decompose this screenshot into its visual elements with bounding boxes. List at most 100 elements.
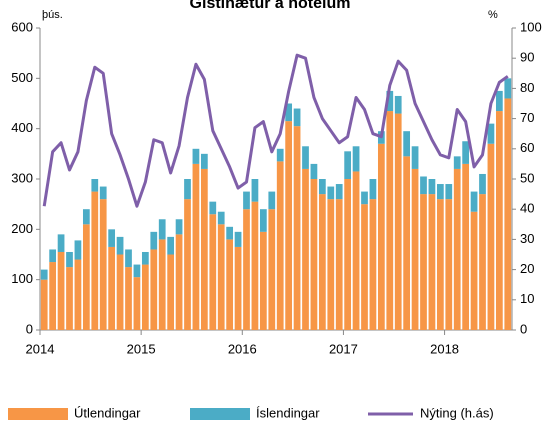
bar-segment xyxy=(217,224,225,330)
bar-segment xyxy=(495,90,503,112)
y2-tick-label: 40 xyxy=(520,201,534,216)
bar-segment xyxy=(479,194,486,330)
bar-segment xyxy=(344,179,352,330)
bar-segment xyxy=(285,121,293,330)
bar-segment xyxy=(91,191,99,330)
bar-segment xyxy=(436,184,444,200)
bar-segment xyxy=(91,179,99,192)
bar-segment xyxy=(141,264,149,330)
bar-segment xyxy=(192,148,200,164)
bar-segment xyxy=(226,239,234,330)
x-tick-label: 2016 xyxy=(228,341,257,356)
bar-segment xyxy=(259,231,267,330)
bar-segment xyxy=(453,156,461,169)
bar-segment xyxy=(82,224,90,330)
bar-segment xyxy=(293,108,301,127)
bar-segment xyxy=(411,168,419,330)
bar-segment xyxy=(487,143,495,330)
bar-segment xyxy=(184,199,191,330)
y2-tick-label: 80 xyxy=(520,80,534,95)
y2-tick-label: 10 xyxy=(520,291,534,306)
x-tick-label: 2014 xyxy=(26,341,55,356)
bar-segment xyxy=(470,191,478,212)
y-tick-label: 500 xyxy=(11,70,33,85)
bar-segment xyxy=(335,184,343,200)
bar-segment xyxy=(82,209,90,225)
bar-segment xyxy=(175,234,183,330)
bar-segment xyxy=(49,262,57,330)
bar-segment xyxy=(192,163,200,330)
bar-segment xyxy=(268,209,276,330)
bar-segment xyxy=(108,229,116,247)
bar-segment xyxy=(276,148,284,162)
bar-segment xyxy=(403,131,411,157)
bar-segment xyxy=(369,199,377,330)
bar-segment xyxy=(259,209,267,232)
bar-segment xyxy=(74,259,82,330)
bar-segment xyxy=(327,199,335,330)
y2-tick-label: 60 xyxy=(520,140,534,155)
bar-segment xyxy=(209,214,217,330)
bar-segment xyxy=(318,179,326,195)
bar-segment xyxy=(167,254,175,330)
bar-segment xyxy=(49,249,57,263)
legend-label: Útlendingar xyxy=(74,405,141,420)
bar-segment xyxy=(125,267,132,330)
bar-segment xyxy=(504,78,512,99)
bar-segment xyxy=(74,240,82,260)
bar-segment xyxy=(116,236,124,255)
bar-segment xyxy=(234,246,242,330)
y2-axis-label: % xyxy=(488,9,498,21)
bar-segment xyxy=(158,239,166,330)
bar-segment xyxy=(57,234,65,252)
bar-segment xyxy=(361,204,368,330)
bar-segment xyxy=(352,171,360,330)
x-tick-label: 2017 xyxy=(329,341,358,356)
bar-segment xyxy=(293,126,301,331)
bar-segment xyxy=(470,211,478,330)
bar-segment xyxy=(40,279,48,330)
bar-segment xyxy=(411,146,419,169)
bar-segment xyxy=(133,264,141,278)
bar-segment xyxy=(394,113,402,330)
y-tick-label: 400 xyxy=(11,120,33,135)
bar-segment xyxy=(276,161,284,330)
y-tick-label: 100 xyxy=(11,271,33,286)
bar-segment xyxy=(352,146,360,172)
bar-segment xyxy=(386,90,394,112)
x-tick-label: 2015 xyxy=(127,341,156,356)
bar-segment xyxy=(150,249,158,330)
bar-segment xyxy=(158,219,166,240)
bar-segment xyxy=(428,194,436,330)
bar-segment xyxy=(487,123,495,144)
y-axis-label: þús. xyxy=(42,9,63,21)
bar-segment xyxy=(310,179,318,330)
legend-label: Nýting (h.ás) xyxy=(420,405,494,420)
bar-segment xyxy=(217,211,225,225)
bar-segment xyxy=(445,184,453,200)
y2-tick-label: 50 xyxy=(520,170,534,185)
legend-swatch xyxy=(8,408,68,420)
bar-segment xyxy=(302,146,309,169)
bar-segment xyxy=(66,267,73,330)
bar-segment xyxy=(99,186,107,200)
bar-segment xyxy=(403,156,411,330)
bar-segment xyxy=(436,199,444,330)
y-tick-label: 600 xyxy=(11,19,33,34)
bar-segment xyxy=(167,236,175,255)
y2-tick-label: 30 xyxy=(520,231,534,246)
x-tick-label: 2018 xyxy=(430,341,459,356)
bar-segment xyxy=(116,254,124,330)
bar-segment xyxy=(243,191,250,210)
bar-segment xyxy=(251,201,259,330)
bar-segment xyxy=(200,153,208,169)
y2-tick-label: 70 xyxy=(520,110,534,125)
bar-segment xyxy=(335,199,343,330)
y2-tick-label: 100 xyxy=(520,19,542,34)
bar-segment xyxy=(420,176,427,195)
bar-segment xyxy=(40,269,48,280)
bar-segment xyxy=(361,191,368,205)
bar-segment xyxy=(268,191,276,210)
bar-segment xyxy=(462,163,470,330)
